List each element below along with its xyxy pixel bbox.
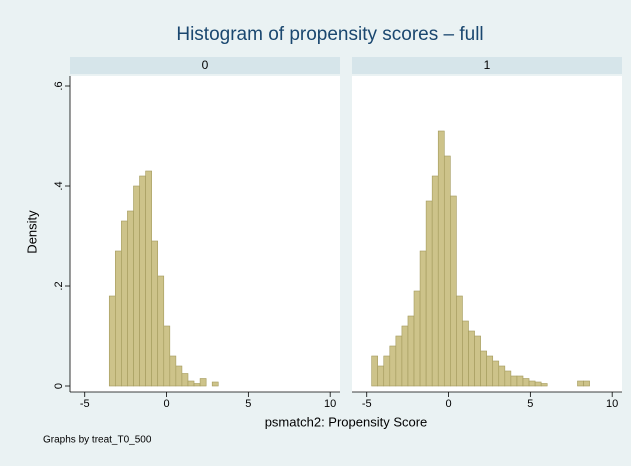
panel-header [352, 57, 622, 74]
y-tick-label: .2 [53, 281, 65, 290]
panel-title: 1 [484, 58, 491, 72]
bar [413, 290, 421, 387]
bar [127, 210, 134, 387]
bar [425, 200, 433, 387]
bar [389, 345, 397, 387]
bar [169, 355, 177, 387]
bar [510, 375, 518, 387]
bar [540, 383, 548, 387]
note: Graphs by treat_T0_500 [43, 435, 152, 446]
bar [480, 350, 487, 387]
x-tick-label: 10 [324, 398, 336, 410]
x-tick-label: -5 [80, 398, 90, 410]
plot-area [352, 76, 622, 392]
bar [443, 155, 451, 387]
x-tick-label: 5 [245, 398, 251, 410]
bar [108, 295, 116, 387]
bar [163, 325, 171, 387]
bar [407, 315, 415, 387]
bar [139, 175, 146, 387]
y-tick-label: 0 [53, 383, 65, 389]
bar [187, 380, 195, 387]
bar [377, 365, 385, 387]
bar [133, 185, 140, 387]
bar [583, 380, 590, 387]
x-tick-label: 5 [527, 398, 533, 410]
bar [522, 378, 530, 387]
bar [450, 195, 457, 387]
bar [504, 370, 512, 387]
bar [577, 380, 584, 387]
bar [462, 320, 469, 387]
bar [115, 250, 122, 387]
bar [456, 295, 463, 387]
y-tick-label: .4 [53, 181, 65, 190]
bar [528, 380, 536, 387]
bar [486, 355, 494, 387]
bar [181, 373, 189, 387]
bar [121, 220, 128, 387]
bar [211, 381, 219, 387]
bar [534, 381, 542, 387]
y-tick-label: .6 [53, 81, 65, 90]
bar [498, 365, 506, 387]
x-tick-label: 0 [163, 398, 169, 410]
bar [175, 365, 183, 387]
y-axis-label: Density [24, 210, 39, 254]
bar [383, 355, 391, 387]
x-tick-label: -5 [362, 398, 372, 410]
bar [492, 360, 500, 387]
bar [157, 275, 165, 387]
bar [474, 335, 481, 387]
chart-title: Histogram of propensity scores – full [176, 24, 483, 45]
x-tick-label: 10 [606, 398, 618, 410]
panel-header [70, 57, 340, 74]
bar [193, 383, 201, 387]
bar [468, 330, 475, 387]
bar [145, 170, 152, 387]
x-axis-label: psmatch2: Propensity Score [265, 414, 428, 429]
bar [516, 375, 524, 387]
x-tick-label: 0 [445, 398, 451, 410]
panel-title: 0 [202, 58, 209, 72]
bar [419, 250, 427, 387]
bar [199, 378, 207, 387]
bar [371, 355, 378, 387]
bar [437, 130, 445, 387]
bar [151, 240, 159, 387]
bar [395, 335, 403, 387]
bar [431, 175, 439, 387]
bar [401, 325, 409, 387]
